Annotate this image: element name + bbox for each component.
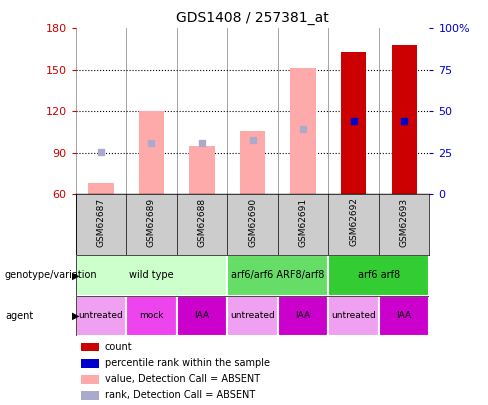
Text: GSM62693: GSM62693 (400, 198, 408, 247)
Bar (290, 68, 316, 194)
Text: agent: agent (5, 311, 33, 321)
Text: GSM62689: GSM62689 (147, 198, 156, 247)
Text: percentile rank within the sample: percentile rank within the sample (105, 358, 270, 369)
Text: value, Detection Call = ABSENT: value, Detection Call = ABSENT (105, 374, 260, 384)
Text: rank, Detection Call = ABSENT: rank, Detection Call = ABSENT (105, 390, 255, 401)
Text: genotype/variation: genotype/variation (5, 271, 98, 280)
Bar (227, 255, 328, 296)
Title: GDS1408 / 257381_at: GDS1408 / 257381_at (176, 11, 329, 25)
Text: GSM62691: GSM62691 (299, 198, 307, 247)
Bar (240, 131, 265, 194)
Text: IAA: IAA (397, 311, 412, 320)
Bar (76, 296, 126, 336)
Text: ▶: ▶ (72, 311, 80, 321)
Bar (81, 359, 99, 367)
Bar (278, 296, 328, 336)
Bar (391, 45, 417, 194)
Bar (328, 255, 429, 296)
Bar (88, 183, 114, 194)
Text: arf6 arf8: arf6 arf8 (358, 271, 400, 280)
Text: untreated: untreated (79, 311, 123, 320)
Text: untreated: untreated (230, 311, 275, 320)
Bar (227, 296, 278, 336)
Text: ▶: ▶ (72, 271, 80, 280)
Text: GSM62690: GSM62690 (248, 198, 257, 247)
Text: count: count (105, 342, 133, 352)
Text: GSM62692: GSM62692 (349, 198, 358, 246)
Text: untreated: untreated (331, 311, 376, 320)
Bar (177, 296, 227, 336)
Text: GSM62688: GSM62688 (198, 198, 206, 247)
Bar (379, 296, 429, 336)
Bar (328, 296, 379, 336)
Bar (81, 343, 99, 352)
Text: arf6/arf6 ARF8/arf8: arf6/arf6 ARF8/arf8 (231, 271, 325, 280)
Bar (76, 255, 227, 296)
Bar (189, 146, 215, 194)
Text: wild type: wild type (129, 271, 174, 280)
Bar (341, 52, 366, 194)
Text: IAA: IAA (296, 311, 311, 320)
Text: IAA: IAA (194, 311, 209, 320)
Bar (126, 296, 177, 336)
Text: mock: mock (139, 311, 163, 320)
Bar (139, 111, 164, 194)
Text: GSM62687: GSM62687 (97, 198, 105, 247)
Bar (81, 391, 99, 399)
Bar (81, 375, 99, 384)
